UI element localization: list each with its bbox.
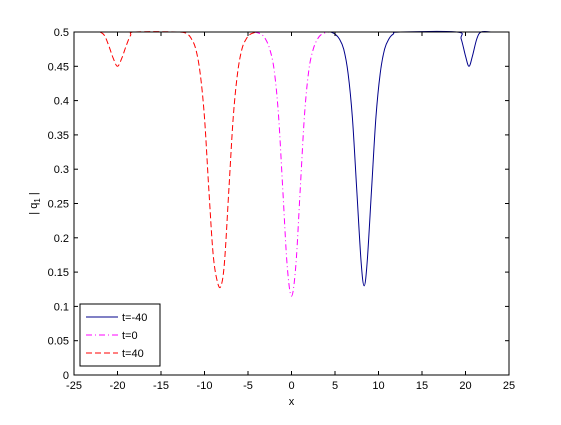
- y-tick-label: 0.15: [48, 267, 69, 279]
- y-tick-label: 0.35: [48, 130, 69, 142]
- series-lines: [99, 30, 492, 297]
- legend-label: t=0: [122, 330, 138, 342]
- series-line-1: [253, 31, 330, 297]
- series-line-2: [99, 31, 257, 289]
- y-tick-label: 0.4: [54, 96, 69, 108]
- y-tick-label: 0.45: [48, 61, 69, 73]
- y-tick-label: 0.25: [48, 199, 69, 211]
- x-tick-label: -5: [243, 380, 253, 392]
- y-tick-label: 0.1: [54, 301, 69, 313]
- y-tick-label: 0.05: [48, 336, 69, 348]
- legend-label: t=-40: [122, 312, 147, 324]
- x-tick-label: 20: [459, 380, 471, 392]
- y-axis-label-subscript: 1: [33, 198, 42, 203]
- y-axis-label-suffix: |: [28, 192, 40, 198]
- x-tick-label: 10: [372, 380, 384, 392]
- x-tick-label: 25: [503, 380, 515, 392]
- y-tick-label: 0.3: [54, 164, 69, 176]
- y-axis-label-main: | q: [28, 203, 40, 215]
- x-tick-label: -15: [153, 380, 169, 392]
- x-tick-label: -25: [66, 380, 82, 392]
- legend-box: [79, 303, 161, 367]
- y-tick-label: 0.5: [54, 27, 69, 39]
- axis-ticks: -25 -20 -15 -10 -5 0 5 10 15 20 25 0 0.05 0.1 0.15 0.2 0…: [48, 27, 516, 392]
- legend-label: t=40: [122, 348, 144, 360]
- y-tick-label: 0.2: [54, 233, 69, 245]
- x-axis-label: x: [289, 396, 295, 408]
- legend: t=-40 t=0 t=40: [79, 303, 161, 367]
- x-tick-label: 0: [288, 380, 294, 392]
- x-tick-label: -20: [110, 380, 126, 392]
- x-tick-label: 15: [416, 380, 428, 392]
- y-tick-label: 0: [63, 370, 69, 382]
- x-tick-label: 5: [332, 380, 338, 392]
- x-tick-label: -10: [197, 380, 213, 392]
- y-axis-label: | q1 |: [28, 192, 42, 214]
- series-line-0: [330, 30, 492, 287]
